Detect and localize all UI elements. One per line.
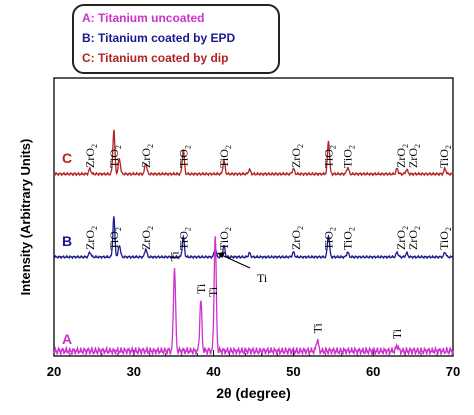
peak-label-b-5: ZrO2	[289, 226, 305, 250]
series-b-letter: B	[62, 233, 72, 249]
axes-frame	[53, 77, 454, 357]
legend-entry-c-text: C: Titanium coated by dip	[82, 51, 229, 65]
peak-label-b-9: ZrO2	[406, 226, 422, 250]
x-tick-label-20: 20	[47, 364, 61, 379]
peak-label-a-3: Ti	[310, 322, 324, 333]
peak-label-c-3: TiO2	[176, 145, 192, 168]
x-tick-label-70: 70	[446, 364, 460, 379]
peak-label-a-1: Ti	[194, 283, 208, 294]
peak-label-c-4: TiO2	[217, 145, 233, 168]
legend-entry-b: B: Titanium coated by EPD	[82, 31, 235, 45]
peak-label-c-6: TiO2	[322, 145, 338, 168]
x-axis-label: 2θ (degree)	[216, 385, 290, 401]
peak-label-b-1: TiO2	[107, 227, 123, 250]
peak-label-a-2: Ti	[206, 286, 220, 297]
legend-entry-b-text: B: Titanium coated by EPD	[82, 31, 236, 45]
x-tick-label-30: 30	[127, 364, 141, 379]
series-a-line	[53, 236, 454, 357]
peak-label-b-0: ZrO2	[83, 226, 99, 250]
peak-label-c-0: ZrO2	[83, 144, 99, 168]
legend-entry-a: A: Titanium uncoated	[82, 11, 204, 25]
annotation-arrow-head	[217, 252, 226, 258]
peak-label-b-8: ZrO2	[394, 226, 410, 250]
peak-label-c-10: TiO2	[437, 145, 453, 168]
peak-label-c-8: ZrO2	[394, 144, 410, 168]
series-b-line	[53, 216, 454, 260]
peak-label-b-2: ZrO2	[139, 226, 155, 250]
series-c-letter: C	[62, 150, 72, 166]
legend-entry-a-text: A: Titanium uncoated	[82, 11, 205, 25]
annotation-ti-label: Ti	[257, 271, 268, 285]
annotation-arrow-line	[218, 253, 251, 269]
peak-label-b-6: TiO2	[322, 227, 338, 250]
x-tick-label-40: 40	[206, 364, 220, 379]
peak-label-b-7: TiO2	[341, 227, 357, 250]
series-a-letter: A	[62, 331, 72, 347]
x-tick-label-60: 60	[366, 364, 380, 379]
peak-label-b-4: TiO2	[217, 227, 233, 250]
legend-entry-c: C: Titanium coated by dip	[82, 51, 228, 65]
y-axis-label: Intensity (Arbitrary Units)	[18, 139, 33, 296]
peak-label-c-5: ZrO2	[289, 144, 305, 168]
peak-label-b-10: TiO2	[437, 227, 453, 250]
series-c-line	[53, 129, 454, 177]
plot-area: 20 30 40 50 60 70 2θ (degree) Intensity (Arbitr…	[18, 77, 460, 401]
peak-label-c-9: ZrO2	[406, 144, 422, 168]
x-tick-label-50: 50	[286, 364, 300, 379]
peak-label-a-0: Ti	[167, 251, 181, 262]
peak-label-c-2: ZrO2	[139, 144, 155, 168]
peak-label-c-7: TiO2	[341, 145, 357, 168]
peak-label-b-3: TiO2	[176, 227, 192, 250]
legend: A: Titanium uncoated B: Titanium coated …	[72, 4, 280, 74]
peak-label-c-1: TiO2	[107, 145, 123, 168]
peak-label-a-4: Ti	[390, 328, 404, 339]
